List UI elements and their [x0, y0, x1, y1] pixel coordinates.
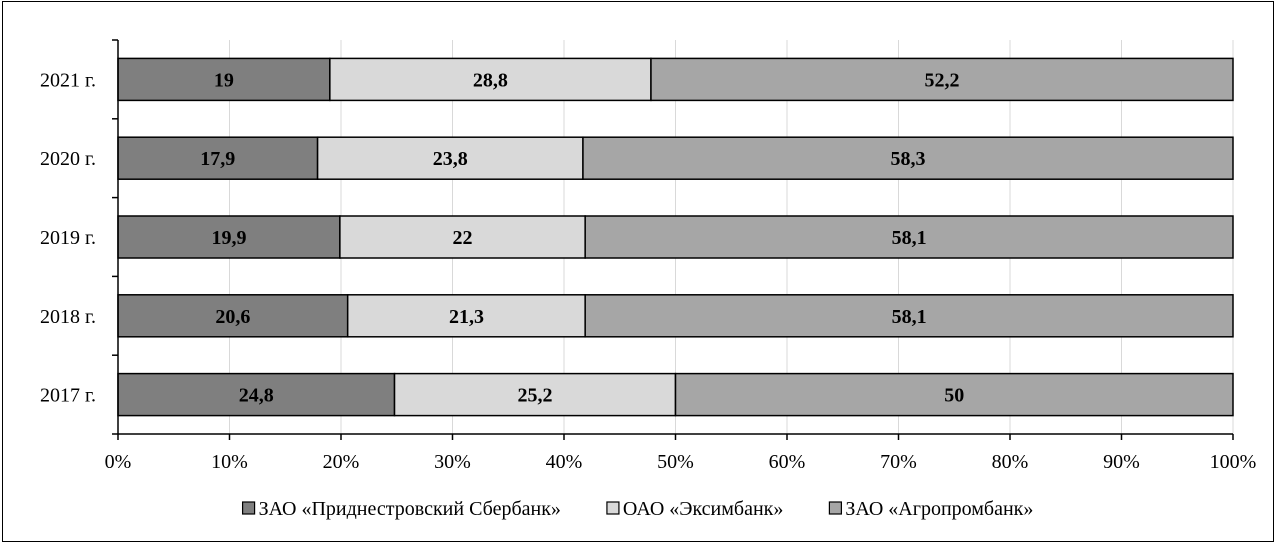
data-label: 19 [214, 69, 234, 91]
category-label: 2021 г. [40, 69, 96, 91]
category-label: 2017 г. [40, 385, 96, 407]
bar-segment [339, 215, 586, 259]
bar-segment [329, 57, 652, 102]
legend-swatch [606, 501, 620, 515]
x-tick-label: 100% [1210, 451, 1257, 473]
data-label: 19,9 [211, 227, 246, 249]
x-tick-label: 80% [992, 451, 1029, 473]
legend-label: ОАО «Эксимбанк» [623, 498, 783, 520]
x-tick-label: 20% [323, 451, 360, 473]
bar-segment [393, 372, 677, 417]
category-label: 2020 г. [40, 148, 96, 170]
legend-swatch [828, 501, 842, 515]
data-label: 28,8 [473, 69, 508, 91]
bar-segment [117, 215, 341, 259]
category-label: 2019 г. [40, 227, 96, 249]
category-label: 2018 г. [40, 306, 96, 328]
x-tick-label: 60% [769, 451, 806, 473]
legend-swatch [241, 501, 256, 515]
data-label: 50 [944, 385, 964, 407]
x-tick-label: 50% [657, 451, 694, 473]
bar-segment [584, 294, 1234, 338]
x-tick-label: 0% [105, 451, 132, 473]
bar-segment [582, 136, 1234, 180]
data-label: 24,8 [239, 385, 274, 407]
legend-label: ЗАО «Агропромбанк» [845, 498, 1033, 520]
data-label: 22 [453, 227, 473, 249]
x-tick-label: 10% [211, 451, 248, 473]
stacked-bar-chart: 19 28,8 52,2 2021 г. 17,9 23,8 58,3 2020 г. 19,9… [40, 39, 1257, 520]
data-label: 21,3 [449, 306, 484, 328]
x-tick-label: 90% [1103, 451, 1140, 473]
data-label: 58,1 [892, 227, 927, 249]
bar-segment [584, 215, 1234, 259]
bar-segment [346, 294, 586, 338]
bar-segment [316, 136, 584, 180]
bar-segment [674, 372, 1234, 417]
data-label: 25,2 [518, 385, 553, 407]
data-label: 23,8 [433, 148, 468, 170]
x-tick-label: 70% [880, 451, 917, 473]
data-label: 58,3 [890, 148, 925, 170]
data-label: 20,6 [215, 306, 250, 328]
bar-segment [650, 57, 1234, 102]
bar-segment [117, 372, 396, 417]
data-label: 17,9 [200, 148, 235, 170]
data-label: 58,1 [892, 306, 927, 328]
legend-label: ЗАО «Приднестровский Сбербанк» [259, 498, 561, 520]
x-tick-label: 40% [546, 451, 583, 473]
data-label: 52,2 [924, 69, 959, 91]
x-tick-label: 30% [434, 451, 471, 473]
